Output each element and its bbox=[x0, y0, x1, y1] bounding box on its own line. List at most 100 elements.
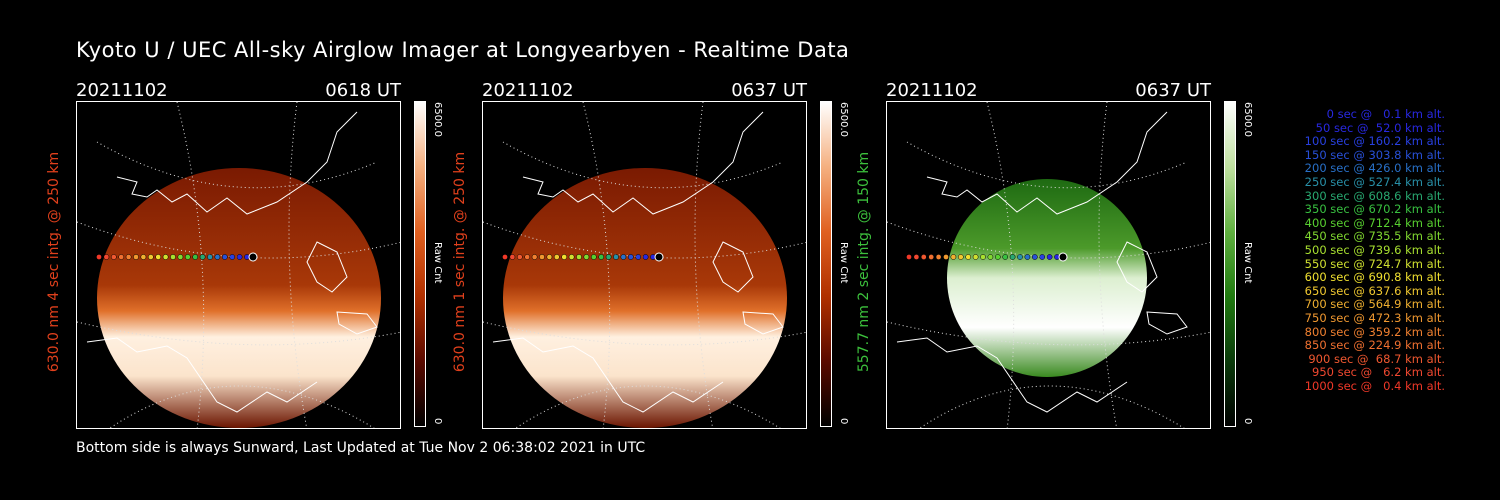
trajectory-point bbox=[987, 254, 994, 260]
trajectory-point bbox=[199, 254, 206, 260]
colorbar bbox=[414, 101, 426, 427]
legend-row: 650 sec @ 637.6 km alt. bbox=[1301, 283, 1445, 298]
legend-row: 550 sec @ 724.7 km alt. bbox=[1301, 256, 1445, 271]
trajectory-point bbox=[162, 254, 169, 260]
coastline bbox=[116, 111, 358, 215]
trajectory-point bbox=[590, 254, 597, 260]
legend-row: 100 sec @ 160.2 km alt. bbox=[1301, 134, 1445, 149]
trajectory-point bbox=[972, 254, 979, 260]
panel-time: 0618 UT bbox=[325, 80, 401, 101]
coastline bbox=[1116, 241, 1158, 293]
coastline bbox=[306, 241, 348, 293]
grid-line bbox=[906, 141, 1188, 189]
grid-line bbox=[77, 221, 400, 259]
coastline bbox=[1146, 311, 1188, 335]
legend-row: 150 sec @ 303.8 km alt. bbox=[1301, 147, 1445, 162]
colorbar bbox=[820, 101, 832, 427]
trajectory-point bbox=[906, 254, 912, 260]
legend-row: 750 sec @ 472.3 km alt. bbox=[1301, 310, 1445, 325]
colorbar-unit: Raw Cnt bbox=[432, 242, 443, 284]
trajectory-point bbox=[576, 254, 582, 260]
trajectory-point bbox=[125, 254, 132, 260]
coastline bbox=[86, 337, 318, 413]
trajectory-point bbox=[965, 254, 972, 260]
panel-time: 0637 UT bbox=[1135, 80, 1211, 101]
panel-ylabel: 630.0 nm 4 sec intg. @ 250 km bbox=[46, 151, 62, 373]
trajectory-point bbox=[147, 254, 154, 260]
trajectory-point bbox=[1024, 254, 1031, 260]
grid-line bbox=[77, 321, 400, 346]
trajectory-point bbox=[524, 254, 531, 260]
grid-line bbox=[887, 221, 1210, 259]
trajectory-point bbox=[133, 254, 139, 260]
legend-row: 800 sec @ 359.2 km alt. bbox=[1301, 324, 1445, 339]
trajectory-point bbox=[935, 254, 942, 260]
trajectory-point bbox=[229, 254, 236, 260]
altitude-legend: 0 sec @ 0.1 km alt. 50 sec @ 52.0 km alt… bbox=[1255, 107, 1445, 393]
panel-ylabel: 557.7 nm 2 sec intg. @ 150 km bbox=[856, 151, 872, 373]
grid-line bbox=[986, 102, 1015, 428]
station-marker bbox=[248, 252, 258, 262]
airglow-image[interactable] bbox=[482, 101, 807, 429]
grid-line bbox=[483, 221, 806, 259]
trajectory-point bbox=[177, 254, 184, 260]
trajectory-point bbox=[994, 254, 1001, 260]
legend-row: 600 sec @ 690.8 km alt. bbox=[1301, 270, 1445, 285]
trajectory-point bbox=[913, 254, 920, 260]
panel-date: 20211102 bbox=[76, 80, 168, 101]
trajectory-point bbox=[598, 254, 605, 260]
trajectory-point bbox=[583, 254, 590, 260]
coastline bbox=[742, 311, 784, 335]
colorbar-min: 0 bbox=[838, 418, 849, 425]
trajectory-point bbox=[236, 254, 243, 260]
colorbar-max: 6500.0 bbox=[1242, 102, 1253, 137]
airglow-image[interactable] bbox=[76, 101, 401, 429]
trajectory-point bbox=[1046, 254, 1053, 260]
image-panel-1: 20211102 0618 UT 630.0 nm 4 sec intg. @ … bbox=[46, 80, 456, 430]
trajectory-point bbox=[170, 254, 176, 260]
grid-line bbox=[176, 102, 205, 428]
trajectory-point bbox=[509, 254, 516, 260]
trajectory-point bbox=[627, 254, 634, 260]
trajectory-point bbox=[221, 254, 228, 260]
trajectory-point bbox=[920, 254, 927, 260]
trajectory-point bbox=[613, 254, 619, 260]
trajectory-point bbox=[207, 254, 213, 260]
colorbar-min: 0 bbox=[432, 418, 443, 425]
image-panel-2: 20211102 0637 UT 630.0 nm 1 sec intg. @ … bbox=[452, 80, 862, 430]
trajectory-point bbox=[620, 254, 627, 260]
colorbar-min: 0 bbox=[1242, 418, 1253, 425]
grid-line bbox=[582, 102, 611, 428]
legend-row: 950 sec @ 6.2 km alt. bbox=[1308, 365, 1445, 380]
image-panel-3: 20211102 0637 UT 557.7 nm 2 sec intg. @ … bbox=[856, 80, 1266, 430]
trajectory-point bbox=[103, 254, 110, 260]
legend-row: 400 sec @ 712.4 km alt. bbox=[1301, 215, 1445, 230]
trajectory-point bbox=[605, 254, 612, 260]
trajectory-point bbox=[184, 254, 191, 260]
legend-row: 200 sec @ 426.0 km alt. bbox=[1301, 161, 1445, 176]
trajectory-point bbox=[546, 254, 553, 260]
coastline bbox=[926, 111, 1168, 215]
trajectory-point bbox=[928, 254, 935, 260]
grid-line bbox=[919, 385, 1185, 428]
station-marker bbox=[654, 252, 664, 262]
station-marker bbox=[1058, 252, 1068, 262]
trajectory-point bbox=[502, 254, 508, 260]
trajectory-point bbox=[118, 254, 125, 260]
legend-row: 850 sec @ 224.9 km alt. bbox=[1301, 338, 1445, 353]
trajectory-point bbox=[531, 254, 538, 260]
trajectory-point bbox=[1002, 254, 1009, 260]
sky-image bbox=[97, 168, 381, 428]
trajectory-point bbox=[96, 254, 102, 260]
legend-row: 0 sec @ 0.1 km alt. bbox=[1315, 107, 1445, 121]
airglow-image[interactable] bbox=[886, 101, 1211, 429]
page-title: Kyoto U / UEC All-sky Airglow Imager at … bbox=[76, 38, 850, 62]
legend-row: 300 sec @ 608.6 km alt. bbox=[1301, 188, 1445, 203]
trajectory-point bbox=[568, 254, 575, 260]
trajectory-point bbox=[140, 254, 147, 260]
trajectory-point bbox=[110, 254, 117, 260]
trajectory-point bbox=[1039, 254, 1046, 260]
legend-row: 350 sec @ 670.2 km alt. bbox=[1301, 202, 1445, 217]
coastline bbox=[336, 311, 378, 335]
coastline bbox=[492, 337, 724, 413]
